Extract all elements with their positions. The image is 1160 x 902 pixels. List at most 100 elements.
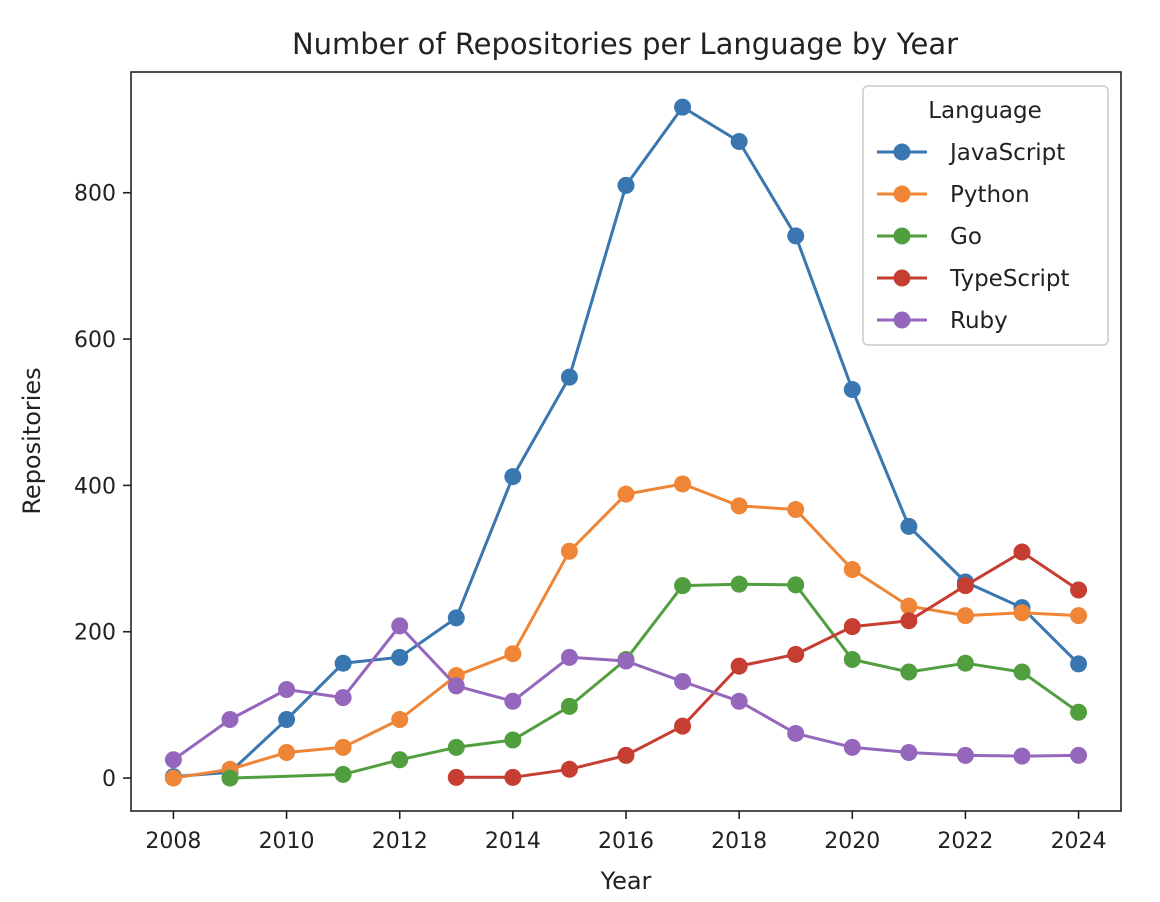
data-point-ruby bbox=[504, 692, 522, 710]
y-tick-label: 600 bbox=[74, 328, 116, 353]
x-tick-label: 2018 bbox=[711, 829, 767, 854]
data-point-javascript bbox=[504, 468, 522, 486]
data-point-go bbox=[391, 751, 409, 769]
data-point-ruby bbox=[787, 724, 805, 742]
legend-items: JavaScript Python Go TypeScript Ruby bbox=[877, 140, 1070, 334]
x-tick-label: 2020 bbox=[824, 829, 880, 854]
data-point-ruby bbox=[560, 648, 578, 666]
data-point-go bbox=[730, 575, 748, 593]
legend: Language JavaScript Python Go TypeScript Rub… bbox=[862, 85, 1109, 346]
data-point-python bbox=[674, 475, 692, 493]
legend-label: Go bbox=[950, 224, 982, 250]
data-point-ruby bbox=[900, 743, 918, 761]
data-point-python bbox=[391, 711, 409, 729]
legend-item-javascript: JavaScript bbox=[877, 140, 1065, 166]
data-point-python bbox=[843, 561, 861, 579]
series-line-python bbox=[173, 482, 1079, 780]
x-axis-ticks: 2008 2010 2012 2014 2016 2018 2020 2022 2024 bbox=[145, 811, 1107, 854]
legend-swatch-marker bbox=[893, 185, 911, 203]
x-tick-label: 2010 bbox=[259, 829, 315, 854]
data-point-typescript bbox=[787, 645, 805, 663]
x-tick-label: 2022 bbox=[937, 829, 993, 854]
series-layer bbox=[164, 98, 1088, 787]
data-point-typescript bbox=[1013, 543, 1031, 561]
data-point-javascript bbox=[843, 381, 861, 399]
data-point-go bbox=[956, 654, 974, 672]
data-point-typescript bbox=[674, 717, 692, 735]
data-point-python bbox=[900, 597, 918, 615]
legend-label: TypeScript bbox=[949, 266, 1070, 292]
data-point-go bbox=[221, 769, 239, 787]
data-point-go bbox=[787, 576, 805, 594]
data-point-python bbox=[560, 542, 578, 560]
data-point-ruby bbox=[730, 692, 748, 710]
series-typescript bbox=[447, 543, 1088, 786]
x-tick-label: 2024 bbox=[1051, 829, 1107, 854]
data-point-python bbox=[956, 607, 974, 625]
data-point-javascript bbox=[278, 711, 296, 729]
data-point-go bbox=[674, 577, 692, 595]
legend-item-python: Python bbox=[877, 182, 1030, 208]
data-point-ruby bbox=[674, 672, 692, 690]
data-point-python bbox=[504, 645, 522, 663]
legend-swatch-marker bbox=[893, 227, 911, 245]
data-point-go bbox=[1070, 703, 1088, 721]
chart-title: Number of Repositories per Language by Y… bbox=[292, 27, 958, 61]
data-point-typescript bbox=[730, 657, 748, 675]
data-point-go bbox=[447, 738, 465, 756]
data-point-python bbox=[1013, 604, 1031, 622]
data-point-javascript bbox=[900, 517, 918, 535]
series-python bbox=[164, 475, 1088, 787]
data-point-ruby bbox=[164, 751, 182, 769]
data-point-javascript bbox=[334, 654, 352, 672]
y-axis-ticks: 0 200 400 600 800 bbox=[74, 182, 131, 792]
data-point-ruby bbox=[221, 711, 239, 729]
y-tick-label: 200 bbox=[74, 621, 116, 646]
y-tick-label: 400 bbox=[74, 474, 116, 499]
data-point-javascript bbox=[391, 648, 409, 666]
data-point-ruby bbox=[447, 677, 465, 695]
data-point-ruby bbox=[1070, 746, 1088, 764]
series-line-ruby bbox=[172, 624, 1079, 762]
x-tick-label: 2008 bbox=[145, 829, 201, 854]
data-point-javascript bbox=[730, 133, 748, 151]
y-tick-label: 800 bbox=[74, 182, 116, 207]
data-point-javascript bbox=[1070, 655, 1088, 673]
data-point-ruby bbox=[278, 681, 296, 699]
legend-label: Python bbox=[950, 182, 1030, 208]
legend-swatch-marker bbox=[893, 269, 911, 287]
data-point-python bbox=[787, 501, 805, 519]
data-point-python bbox=[617, 485, 635, 503]
legend-item-go: Go bbox=[877, 224, 982, 250]
legend-title: Language bbox=[928, 98, 1042, 124]
data-point-typescript bbox=[843, 618, 861, 636]
data-point-typescript bbox=[900, 612, 918, 630]
x-tick-label: 2016 bbox=[598, 829, 654, 854]
data-point-go bbox=[334, 765, 352, 783]
data-point-javascript bbox=[447, 609, 465, 627]
data-point-typescript bbox=[617, 746, 635, 764]
legend-swatch-marker bbox=[893, 311, 911, 329]
series-go bbox=[221, 575, 1088, 787]
data-point-ruby bbox=[843, 738, 861, 756]
y-axis-label: Repositories bbox=[18, 367, 46, 514]
data-point-ruby bbox=[956, 746, 974, 764]
y-tick-label: 0 bbox=[102, 767, 116, 792]
legend-box bbox=[862, 85, 1109, 346]
data-point-ruby bbox=[391, 617, 409, 635]
data-point-typescript bbox=[1070, 581, 1088, 599]
series-line-typescript bbox=[456, 550, 1080, 779]
data-point-python bbox=[730, 497, 748, 515]
data-point-python bbox=[164, 769, 182, 787]
data-point-typescript bbox=[447, 768, 465, 786]
data-point-ruby bbox=[617, 652, 635, 670]
legend-label: JavaScript bbox=[948, 140, 1065, 166]
series-ruby bbox=[164, 617, 1088, 769]
x-axis-label: Year bbox=[600, 867, 652, 895]
legend-swatch-marker bbox=[893, 143, 911, 161]
legend-item-ruby: Ruby bbox=[877, 308, 1008, 334]
data-point-ruby bbox=[334, 689, 352, 707]
data-point-javascript bbox=[787, 227, 805, 245]
data-point-javascript bbox=[560, 368, 578, 386]
